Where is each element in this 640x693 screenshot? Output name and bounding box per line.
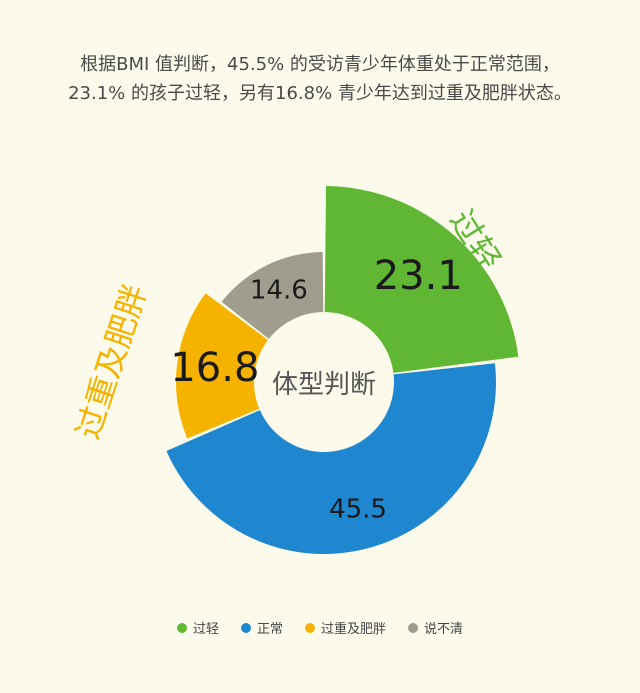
- legend-label-1: 正常: [256, 622, 283, 637]
- legend: 过轻 正常 过重及肥胖 说不清: [0, 618, 640, 637]
- legend-dot-3: [408, 622, 419, 633]
- slice-3: [221, 252, 324, 339]
- legend-dot-0: [176, 622, 187, 633]
- outer-label-overweight: 过重及肥胖: [69, 280, 155, 444]
- slice-2: [176, 293, 268, 439]
- legend-item-0: 过轻: [176, 618, 219, 637]
- value-label-2: 16.8: [170, 345, 259, 391]
- legend-label-2: 过重及肥胖: [321, 622, 387, 637]
- value-label-1: 45.5: [329, 495, 387, 525]
- value-label-3: 14.6: [250, 276, 308, 306]
- value-label-0: 23.1: [374, 253, 463, 299]
- caption-line-1: 根据BMI 值判断，45.5% 的受访青少年体重处于正常范围，: [80, 54, 560, 75]
- chart-caption: 根据BMI 值判断，45.5% 的受访青少年体重处于正常范围， 23.1% 的孩…: [30, 50, 610, 108]
- center-label: 体型判断: [272, 370, 376, 400]
- legend-item-1: 正常: [240, 618, 283, 637]
- legend-item-2: 过重及肥胖: [305, 618, 386, 637]
- caption-line-2: 23.1% 的孩子过轻，另有16.8% 青少年达到过重及肥胖状态。: [68, 83, 572, 104]
- slice-0: [324, 186, 519, 373]
- legend-dot-1: [240, 622, 251, 633]
- slice-1: [166, 363, 496, 554]
- legend-label-0: 过轻: [192, 622, 219, 637]
- legend-item-3: 说不清: [408, 618, 463, 637]
- legend-label-3: 说不清: [424, 622, 464, 637]
- legend-dot-2: [305, 622, 315, 633]
